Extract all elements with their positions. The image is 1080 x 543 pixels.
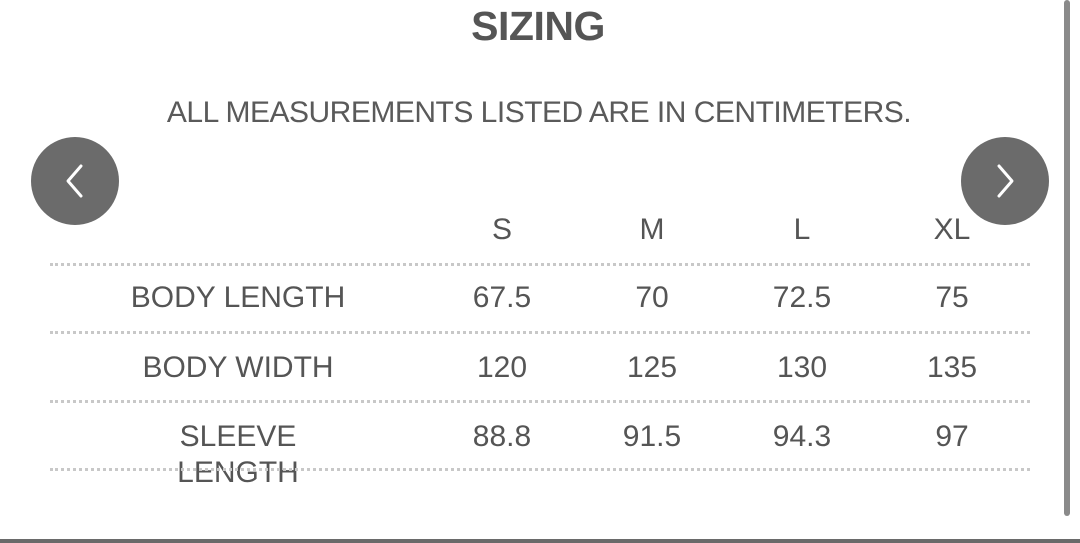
cell-value: 94.3 [772,420,832,453]
cell-value: 120 [476,351,528,384]
header-xl: XL [933,213,971,246]
cell-value: 130 [776,351,828,384]
cell-value: 70 [635,281,669,314]
header-m: M [639,213,665,246]
chevron-right-icon [997,164,1014,198]
cell-value: 125 [626,351,678,384]
row-label: BODY LENGTH [130,281,346,314]
bottom-border [0,539,1080,543]
divider [50,468,1030,471]
chevron-left-icon [66,164,83,198]
cell-value: 75 [935,281,969,314]
measurement-note: ALL MEASUREMENTS LISTED ARE IN CENTIMETE… [166,96,912,129]
scrollbar[interactable] [1064,0,1070,516]
divider [50,331,1030,334]
previous-button[interactable] [31,137,119,225]
cell-value: 72.5 [772,281,832,314]
divider [50,263,1030,266]
cell-value: 67.5 [472,281,532,314]
divider [50,400,1030,403]
cell-value: 91.5 [622,420,682,453]
header-l: L [793,213,811,246]
row-label: BODY WIDTH [142,351,334,384]
cell-value: 88.8 [472,420,532,453]
header-s: S [491,213,512,246]
cell-value: 97 [935,420,969,453]
row-label: SLEEVE LENGTH [177,420,299,489]
cell-value: 135 [926,351,978,384]
next-button[interactable] [961,137,1049,225]
page-title: SIZING [471,3,605,49]
